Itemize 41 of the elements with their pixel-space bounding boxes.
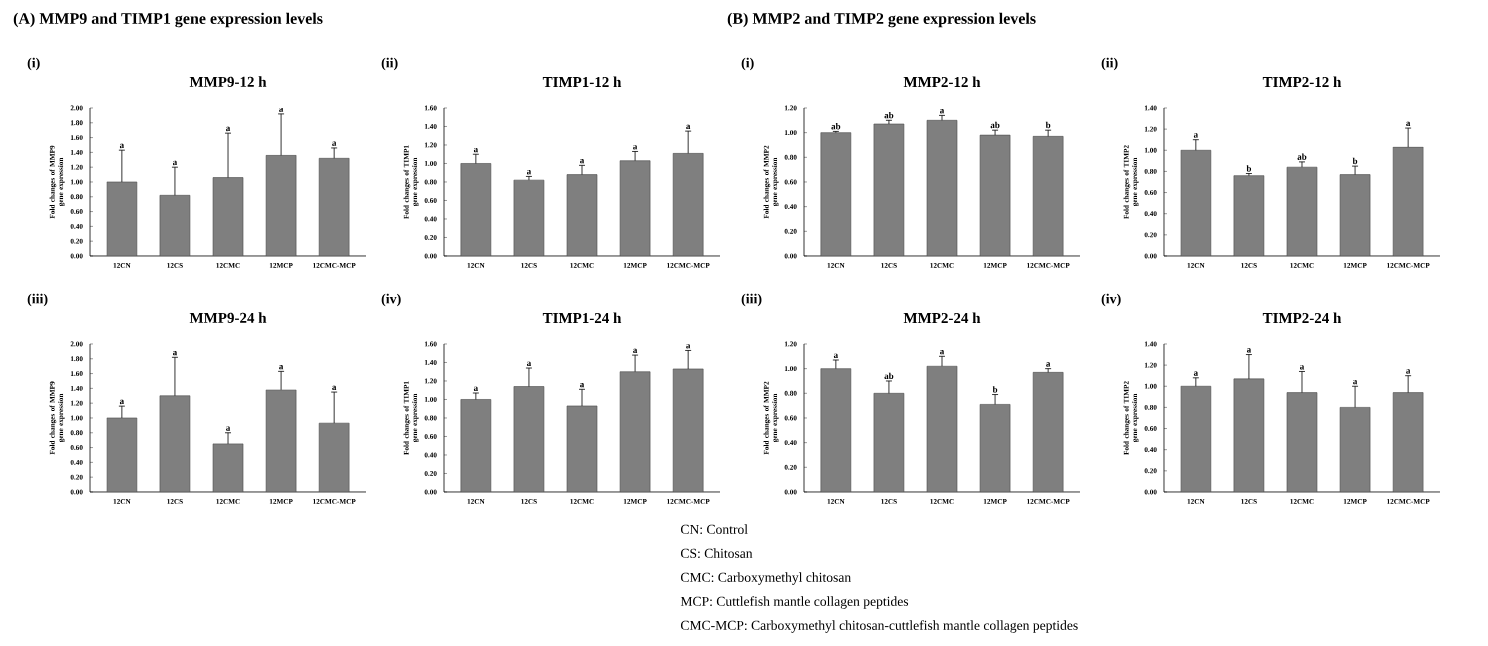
text: (A) MMP9 and TIMP1 gene expression levels [13,12,323,28]
bar [1392,392,1424,492]
bar [1233,175,1265,256]
bar [926,365,958,492]
bar [106,181,138,256]
bar [106,417,138,492]
bar [265,155,297,256]
bar [1286,166,1318,256]
bar [513,386,545,492]
bar [318,158,350,256]
bar [566,405,598,492]
bar [820,368,852,492]
bar [1233,378,1265,492]
bar [1392,146,1424,256]
text: (B) MMP2 and TIMP2 gene expression levels [727,12,1036,28]
bar [873,123,905,256]
bar [926,120,958,256]
bar [566,174,598,256]
bar [460,399,492,492]
bar [212,177,244,256]
bar [820,132,852,256]
bar [1286,392,1318,492]
bar [1339,407,1371,492]
bar [672,153,704,256]
bar [318,422,350,492]
bar [1032,372,1064,492]
bar [460,163,492,256]
bar [265,389,297,492]
bar [873,393,905,492]
bar [513,179,545,256]
bar [979,134,1011,256]
bar [159,195,191,256]
bar [159,395,191,492]
bar [619,371,651,492]
bar [672,368,704,492]
bar [1339,174,1371,256]
bar [1032,136,1064,256]
bar [1180,385,1212,492]
bar [979,404,1011,492]
bar [1180,149,1212,256]
bar [619,160,651,256]
